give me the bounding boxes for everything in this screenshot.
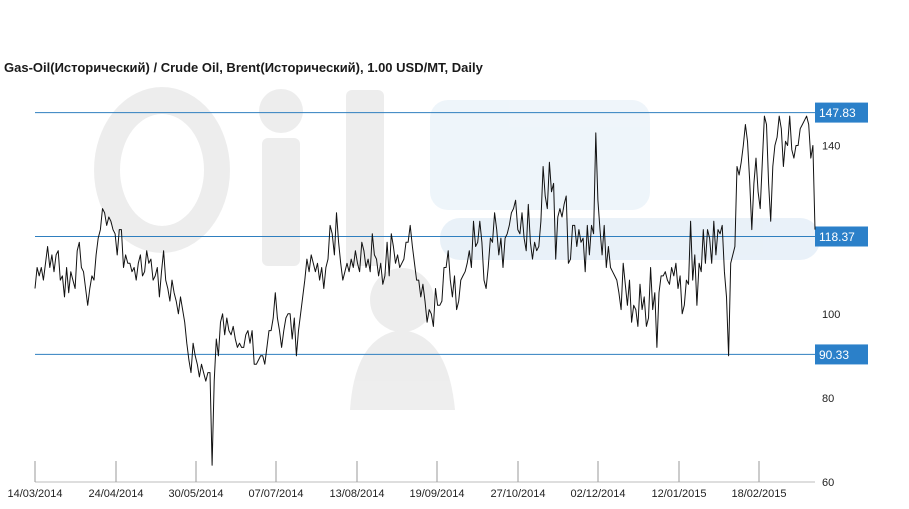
x-tick-label: 07/07/2014 (248, 488, 303, 500)
y-tick-label: 140 (822, 141, 840, 153)
x-tick-label: 30/05/2014 (168, 488, 223, 500)
watermark-person-head (370, 268, 434, 332)
series-layer (34, 115, 816, 466)
x-axis-labels: 14/03/2014 24/04/2014 30/05/2014 07/07/2014… (7, 488, 786, 500)
y-tick-label: 60 (822, 477, 834, 489)
reference-label-box (815, 102, 868, 123)
x-tick-label: 14/03/2014 (7, 488, 62, 500)
reference-label-box (815, 226, 868, 247)
axes (34, 461, 815, 483)
reference-label: 90.33 (819, 348, 849, 362)
watermark-l-stem (346, 90, 384, 266)
y-tick-label: 100 (822, 309, 840, 321)
x-tick-label: 18/02/2015 (731, 488, 786, 500)
x-tick-label: 13/08/2014 (329, 488, 384, 500)
series-line (34, 115, 816, 466)
reference-label: 118.37 (819, 230, 855, 244)
watermark-person-body (350, 330, 455, 410)
reference-label: 147.83 (819, 106, 856, 120)
reference-label-box (815, 344, 868, 365)
x-tick-label: 27/10/2014 (490, 488, 545, 500)
watermark (94, 87, 820, 410)
reference-lines: 147.83 118.37 90.33 (35, 102, 868, 365)
watermark-i-stem (262, 138, 300, 266)
x-tick-label: 19/09/2014 (409, 488, 464, 500)
watermark-bar (440, 218, 820, 260)
y-axis-labels: 60 80 100 140 (822, 141, 840, 489)
x-tick-label: 12/01/2015 (651, 488, 706, 500)
x-tick-label: 02/12/2014 (570, 488, 625, 500)
watermark-stat-box (430, 100, 650, 210)
watermark-o-inner (120, 114, 204, 226)
x-tick-label: 24/04/2014 (88, 488, 143, 500)
chart-title: Gas-Oil(Исторический) / Crude Oil, Brent… (4, 60, 483, 75)
y-tick-label: 80 (822, 393, 834, 405)
watermark-i-dot (259, 89, 303, 133)
